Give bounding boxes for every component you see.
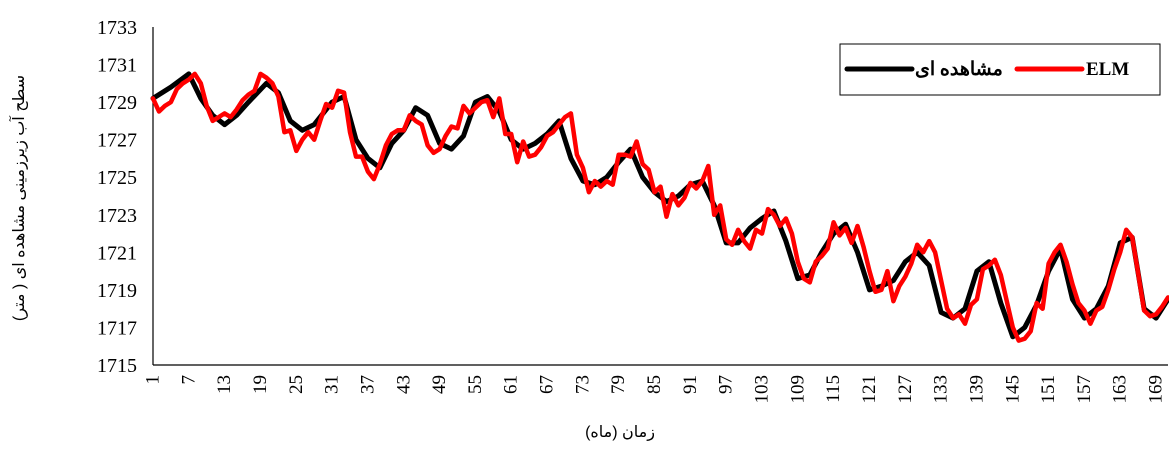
- legend-label-elm: ELM: [1086, 59, 1129, 80]
- x-tick-label: 109: [787, 375, 808, 404]
- x-tick-label: 163: [1110, 375, 1131, 404]
- x-tick-label: 79: [608, 375, 629, 394]
- legend-label-observed: مشاهده ای: [915, 59, 1003, 80]
- x-tick-label: 151: [1038, 375, 1059, 404]
- x-tick-label: 67: [537, 375, 558, 394]
- x-tick-label: 115: [823, 375, 844, 403]
- y-tick-label: 1721: [97, 242, 137, 264]
- x-tick-label: 169: [1146, 375, 1167, 404]
- x-tick-label: 19: [250, 375, 271, 394]
- x-tick-label: 49: [429, 375, 450, 394]
- x-tick-label: 55: [465, 375, 486, 394]
- x-tick-label: 91: [680, 375, 701, 394]
- x-tick-label: 13: [214, 375, 235, 394]
- series-line-observed: [150, 71, 1169, 340]
- x-tick-label: 157: [1074, 375, 1095, 404]
- x-axis-tick-labels: 1 7 13 19 25 31 37 43 49 55 61 67 73 79 85 91 97 103 109 11…: [143, 375, 1167, 404]
- x-tick-label: 7: [178, 375, 199, 385]
- y-tick-label: 1731: [97, 55, 137, 77]
- y-tick-label: 1723: [97, 205, 137, 227]
- x-tick-label: 43: [393, 375, 414, 394]
- y-tick-label: 1717: [97, 317, 137, 339]
- x-tick-label: 25: [286, 375, 307, 394]
- y-tick-label: 1733: [97, 17, 137, 39]
- x-tick-label: 85: [644, 375, 665, 394]
- x-tick-label: 133: [931, 375, 952, 404]
- x-tick-label: 127: [895, 375, 916, 404]
- x-axis-title: زمان (ماه): [585, 424, 655, 442]
- x-tick-label: 61: [501, 375, 522, 394]
- x-tick-label: 37: [357, 375, 378, 394]
- y-tick-label: 1719: [97, 280, 137, 302]
- x-tick-label: 121: [859, 375, 880, 404]
- legend: مشاهده ای ELM: [839, 43, 1161, 96]
- y-tick-label: 1715: [97, 355, 137, 377]
- y-tick-label: 1725: [97, 167, 137, 189]
- x-tick-label: 103: [752, 375, 773, 404]
- x-tick-label: 97: [716, 375, 737, 394]
- x-tick-label: 145: [1002, 375, 1023, 404]
- x-tick-label: 31: [322, 375, 343, 394]
- series-layer: [150, 71, 1169, 343]
- y-axis-title: سطح آب زیرزمینی مشاهده ای ( متر): [9, 75, 29, 321]
- y-axis-tick-labels: 1715 1717 1719 1721 1723 1725 1727 1729 1731 1733: [97, 17, 137, 377]
- x-tick-label: 1: [143, 375, 164, 385]
- series-line-elm: [150, 71, 1169, 343]
- y-tick-label: 1729: [97, 92, 137, 114]
- y-tick-label: 1727: [97, 130, 137, 152]
- x-tick-label: 73: [572, 375, 593, 394]
- x-tick-label: 139: [966, 375, 987, 404]
